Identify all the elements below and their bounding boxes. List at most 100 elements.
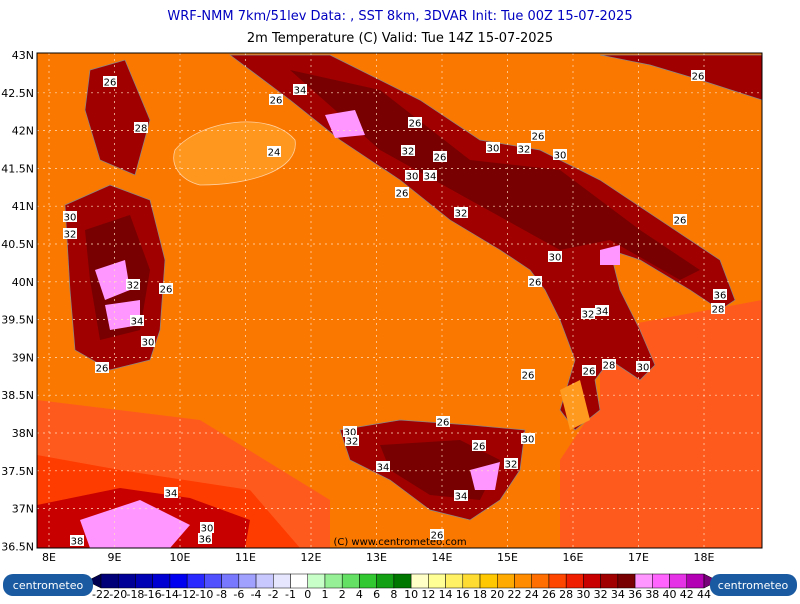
colorbar-swatch [652,573,670,589]
lon-label: 11E [235,551,256,564]
graticule [37,53,762,548]
contour-label-box [269,94,283,105]
colorbar-swatch [204,573,222,589]
contour-label: 32 [518,145,531,156]
contour-label: 26 [522,371,535,382]
contour-label: 34 [165,489,178,500]
contour-label: 30 [637,363,650,374]
colorbar-label: 12 [421,588,435,600]
contour-label: 30 [487,144,500,155]
lat-label: 42.5N [1,87,34,100]
colorbar-swatch [634,573,653,589]
contour-label-box [267,146,281,157]
colorbar-label: 26 [542,588,556,600]
contour-label-box [436,416,450,427]
colorbar-label: -1 [285,588,296,600]
colorbar-label: 34 [611,588,625,600]
lon-label: 16E [563,551,584,564]
lat-label: 38.5N [1,389,34,402]
lon-label: 17E [628,551,649,564]
lat-label: 40.5N [1,238,34,251]
colorbar-swatch [497,573,515,589]
contour-label: 30 [549,253,562,264]
contour-label-box [528,276,542,287]
contour-label-box [472,440,486,451]
colorbar-label: 14 [439,588,453,600]
contour-label-box [636,361,650,372]
contour-label: 26 [532,132,545,143]
lon-label: 15E [497,551,518,564]
contour-label-box [159,283,173,294]
colorbar-label: -4 [251,588,262,600]
lat-label: 41N [12,200,34,213]
colorbar-label: 20 [490,588,504,600]
lon-label: 13E [366,551,387,564]
colorbar-swatch [152,573,171,589]
contour-label: 26 [160,285,173,296]
contour-label: 38 [71,537,84,548]
contour-label-box [141,336,155,347]
contour-label: 26 [270,96,283,107]
contour-label-box [531,130,545,141]
contour-label: 34 [455,492,468,503]
colorbar-swatch [462,573,481,589]
contour-label-box [713,289,727,300]
contour-label-box [408,117,422,128]
lon-label: 12E [301,551,322,564]
contour-label: 32 [455,209,468,220]
contour-label-box [454,207,468,218]
contour-label: 26 [583,367,596,378]
contour-label: 30 [344,428,357,439]
colorbar-swatch [600,573,619,589]
contour-label-box [673,214,687,225]
logo-left: centrometeo [13,579,84,592]
colorbar-label: -12 [178,588,196,600]
contour-label: 28 [135,124,148,135]
colorbar-label: 24 [525,588,539,600]
colorbar-swatch [548,573,567,589]
colorbar-label: -16 [144,588,162,600]
colorbar-swatch [307,573,326,589]
contour-label-box [343,426,357,437]
contour-label-box [198,533,212,544]
colorbar-swatch [255,573,274,589]
colorbar-label: 22 [507,588,521,600]
colorbar-label: 18 [473,588,487,600]
contour-label-box [553,149,567,160]
map-frame [36,52,763,549]
contour-label-box [401,145,415,156]
colorbar-swatch [135,573,153,589]
colorbar-label: -10 [195,588,213,600]
lon-label: 18E [694,551,715,564]
contour-label: 32 [505,460,518,471]
lat-label: 38N [12,427,34,440]
contour-label: 32 [127,281,140,292]
colorbar-swatch [341,573,360,589]
lon-label: 14E [432,551,453,564]
contour-label-box [430,529,444,540]
contour-label-box [345,435,359,446]
contour-label: 36 [199,535,212,546]
contour-label: 34 [131,317,144,328]
contour-label-box [405,170,419,181]
colorbar-label: 36 [628,588,642,600]
lat-label: 43N [12,49,34,62]
contour-label-box [103,76,117,87]
colorbar-swatch [117,573,136,589]
lat-label: 42N [12,125,34,138]
colorbar-swatch [565,573,584,589]
contour-label: 26 [431,531,444,542]
contour-label: 26 [104,78,117,89]
colorbar-swatch [445,573,464,589]
contour-label-box [691,70,705,81]
contour-label-box [63,228,77,239]
contour-label: 36 [714,291,727,302]
contour-label-box [70,535,84,546]
logo-right: centrometeo [718,579,789,592]
colorbar-label: 30 [576,588,590,600]
contour-label: 32 [346,437,359,448]
copyright: (C) www.centrometeo.com [333,537,466,548]
title: WRF-NMM 7km/51lev Data: , SST 8km, 3DVAR… [167,9,632,24]
